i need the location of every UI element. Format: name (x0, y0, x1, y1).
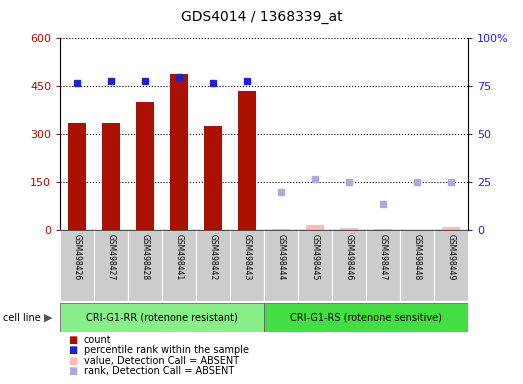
Bar (128, 230, 162, 301)
Bar (434, 230, 468, 301)
Bar (306, 225, 324, 230)
Bar (162, 230, 196, 301)
Text: ■: ■ (68, 356, 77, 366)
Text: GSM498428: GSM498428 (141, 234, 150, 280)
Text: cell line: cell line (3, 313, 40, 323)
Text: rank, Detection Call = ABSENT: rank, Detection Call = ABSENT (84, 366, 234, 376)
Bar (400, 230, 434, 301)
Text: count: count (84, 335, 111, 345)
Bar (264, 303, 468, 332)
Text: GDS4014 / 1368339_at: GDS4014 / 1368339_at (180, 10, 343, 23)
Bar (366, 230, 400, 301)
Text: CRI-G1-RS (rotenone sensitive): CRI-G1-RS (rotenone sensitive) (290, 313, 442, 323)
Bar (94, 230, 128, 301)
Text: GSM498441: GSM498441 (175, 234, 184, 280)
Bar (102, 123, 120, 230)
Text: GSM498444: GSM498444 (277, 234, 286, 280)
Text: GSM498446: GSM498446 (345, 234, 354, 280)
Bar (230, 230, 264, 301)
Bar (264, 230, 298, 301)
Bar (332, 230, 366, 301)
Bar (204, 126, 222, 230)
Bar (196, 230, 230, 301)
Text: GSM498427: GSM498427 (107, 234, 116, 280)
Text: value, Detection Call = ABSENT: value, Detection Call = ABSENT (84, 356, 239, 366)
Text: CRI-G1-RR (rotenone resistant): CRI-G1-RR (rotenone resistant) (86, 313, 238, 323)
Text: ▶: ▶ (44, 313, 52, 323)
Text: GSM498426: GSM498426 (73, 234, 82, 280)
Text: GSM498449: GSM498449 (447, 234, 456, 280)
Text: GSM498443: GSM498443 (243, 234, 252, 280)
Bar (60, 303, 264, 332)
Bar (60, 230, 94, 301)
Text: GSM498448: GSM498448 (413, 234, 422, 280)
Text: ■: ■ (68, 366, 77, 376)
Text: percentile rank within the sample: percentile rank within the sample (84, 345, 248, 355)
Text: GSM498445: GSM498445 (311, 234, 320, 280)
Bar (272, 229, 290, 230)
Bar (238, 91, 256, 230)
Bar (298, 230, 332, 301)
Bar (374, 229, 392, 230)
Text: GSM498447: GSM498447 (379, 234, 388, 280)
Text: GSM498442: GSM498442 (209, 234, 218, 280)
Text: ■: ■ (68, 345, 77, 355)
Bar (170, 74, 188, 230)
Bar (136, 103, 154, 230)
Bar (340, 228, 358, 230)
Text: ■: ■ (68, 335, 77, 345)
Bar (442, 227, 460, 230)
Bar (68, 123, 86, 230)
